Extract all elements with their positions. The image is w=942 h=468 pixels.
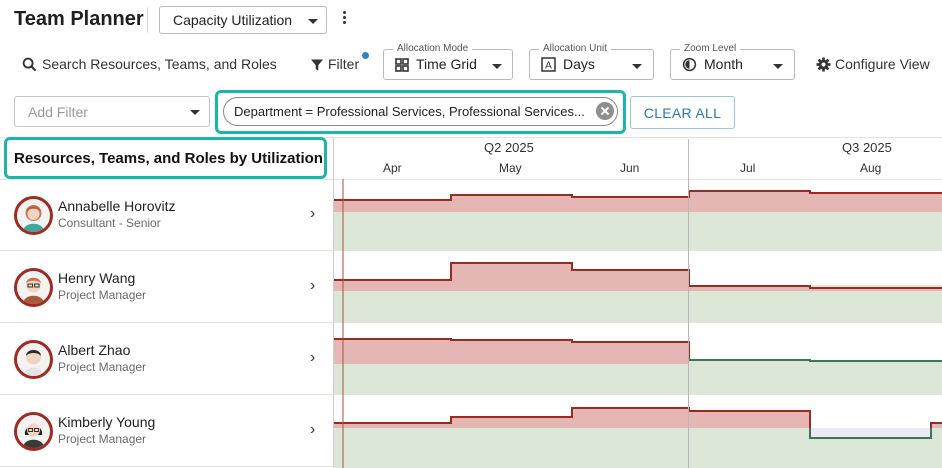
top-bar: Team Planner Capacity Utilization [0,0,942,40]
divider [0,179,942,180]
list-item[interactable]: Albert Zhao Project Manager › [0,323,333,395]
list-header-highlight [4,137,327,179]
gear-icon [816,57,831,72]
chevron-right-icon[interactable]: › [310,421,316,438]
days-icon: A [541,57,556,72]
allocation-mode-legend: Allocation Mode [393,43,473,55]
utilization-timeline [334,179,942,468]
filter-chip-highlight [215,90,626,134]
resource-name: Henry Wang [58,270,136,286]
month-label: May [499,161,522,175]
funnel-icon [311,59,323,71]
grid-icon [395,58,409,72]
kebab-icon[interactable] [338,11,350,29]
avatar [14,196,53,235]
filter-button[interactable]: Filter [310,56,359,72]
clear-all-button[interactable]: CLEAR ALL [630,96,735,129]
allocation-unit-legend: Allocation Unit [539,43,611,55]
chevron-down-icon [773,64,783,69]
utilization-row [334,190,942,250]
list-item[interactable]: Kimberly Young Project Manager › [0,395,333,467]
filter-bar: Add Filter Department = Professional Ser… [0,90,942,136]
close-icon[interactable] [596,102,614,120]
page-title: Team Planner [14,8,144,30]
department-filter-chip[interactable]: Department = Professional Services, Prof… [223,97,618,126]
chevron-down-icon [492,64,502,69]
allocation-unit-value: Days [563,56,595,72]
list-item[interactable]: Henry Wang Project Manager › [0,251,333,323]
resource-name: Albert Zhao [58,342,131,358]
allocation-mode-value: Time Grid [416,56,477,72]
filter-label: Filter [328,56,360,72]
zoom-level-legend: Zoom Level [680,43,741,55]
search-label: Search Resources, Teams, and Roles [42,56,277,72]
zoom-level-select[interactable]: Zoom Level Month [670,43,795,80]
month-label: Jul [740,161,756,175]
chevron-right-icon[interactable]: › [310,205,316,222]
filter-active-dot [362,52,369,59]
chevron-down-icon [632,64,642,69]
quarter-divider [688,139,689,179]
avatar [14,268,53,307]
allocation-mode-select[interactable]: Allocation Mode Time Grid [383,43,513,80]
resource-role: Project Manager [58,360,147,374]
month-label: Apr [383,161,402,175]
configure-view-label: Configure View [835,56,930,72]
list-item[interactable]: Annabelle Horovitz Consultant - Senior › [0,179,333,251]
quarter-label: Q3 2025 [842,140,892,155]
department-filter-text: Department = Professional Services, Prof… [234,104,585,119]
chevron-down-icon [190,110,200,115]
avatar [14,340,53,379]
add-filter-select[interactable]: Add Filter [14,96,210,127]
divider [0,137,942,138]
chevron-right-icon[interactable]: › [310,349,316,366]
avatar [14,412,53,451]
resource-role: Consultant - Senior [58,216,161,230]
title-divider [147,7,148,33]
resource-role: Project Manager [58,288,147,302]
search-button[interactable]: Search Resources, Teams, and Roles [22,56,277,72]
view-selector[interactable]: Capacity Utilization [159,6,327,34]
month-label: Jun [620,161,640,175]
month-label: Aug [860,161,882,175]
view-selector-value: Capacity Utilization [173,12,293,28]
chevron-right-icon[interactable]: › [310,277,316,294]
half-circle-icon [682,57,697,72]
resource-name: Annabelle Horovitz [58,198,176,214]
resource-role: Project Manager [58,432,147,446]
resource-name: Kimberly Young [58,414,156,430]
svg-text:A: A [545,61,552,72]
zoom-level-value: Month [704,56,743,72]
add-filter-placeholder: Add Filter [28,104,88,120]
chevron-down-icon [308,19,318,24]
utilization-row [334,407,942,468]
toolbar: Search Resources, Teams, and Roles Filte… [0,40,942,90]
configure-view-button[interactable]: Configure View [816,56,930,72]
utilization-row [334,338,942,394]
search-icon [22,57,37,72]
quarter-label: Q2 2025 [484,140,534,155]
timeline-header: Q2 2025 Q3 2025 Apr May Jun Jul Aug [334,137,942,179]
list-divider [333,137,334,468]
utilization-row [334,262,942,322]
list-header: Resources, Teams, and Roles by Utilizati… [14,150,323,167]
allocation-unit-select[interactable]: Allocation Unit A Days [529,43,654,80]
